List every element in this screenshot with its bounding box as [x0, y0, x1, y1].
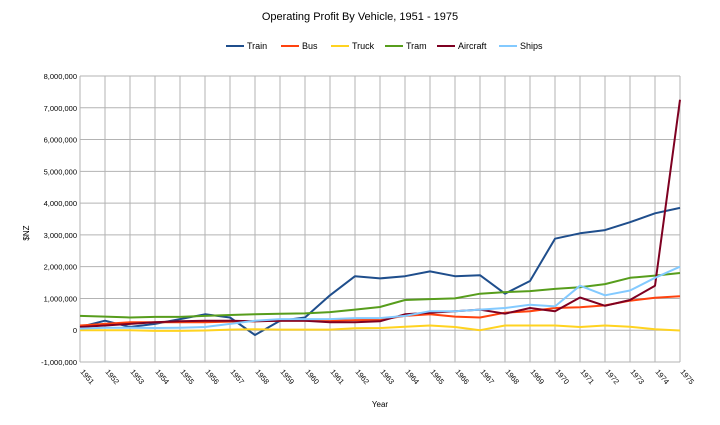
legend-item-ships: Ships [499, 41, 543, 51]
x-axis: 1951 1952 1953 1954 1955 1956 1957 1958 1959 1960… [78, 368, 696, 387]
y-axis: -1,000,000 0 1,000,000 2,000,000 3,000,000 4,… [41, 72, 77, 367]
legend: Train Bus Truck Tram Aircraft Ships [226, 41, 543, 51]
legend-item-aircraft: Aircraft [437, 41, 487, 51]
x-tick-label: 1972 [603, 368, 621, 387]
y-tick-label: 6,000,000 [44, 136, 77, 145]
y-tick-label: -1,000,000 [41, 358, 77, 367]
x-tick-label: 1965 [428, 368, 446, 387]
legend-label: Bus [302, 41, 318, 51]
y-tick-label: 2,000,000 [44, 263, 77, 272]
x-tick-label: 1954 [153, 368, 171, 387]
legend-label: Tram [406, 41, 427, 51]
legend-item-bus: Bus [281, 41, 318, 51]
x-axis-label: Year [372, 400, 389, 409]
x-tick-label: 1966 [453, 368, 471, 387]
x-tick-label: 1964 [403, 368, 421, 387]
x-tick-label: 1952 [103, 368, 121, 387]
x-tick-label: 1958 [253, 368, 271, 387]
series-line-tram [79, 272, 681, 319]
x-tick-label: 1955 [178, 368, 196, 387]
x-tick-label: 1963 [378, 368, 396, 387]
y-tick-label: 8,000,000 [44, 72, 77, 81]
legend-label: Ships [520, 41, 543, 51]
x-tick-label: 1970 [553, 368, 571, 387]
y-tick-label: 5,000,000 [44, 167, 77, 176]
x-tick-label: 1956 [203, 368, 221, 387]
series-line-ships [79, 265, 681, 330]
legend-label: Truck [352, 41, 375, 51]
x-tick-label: 1973 [628, 368, 646, 387]
x-tick-label: 1968 [503, 368, 521, 387]
x-tick-label: 1975 [678, 368, 696, 387]
x-tick-label: 1969 [528, 368, 546, 387]
x-tick-label: 1960 [303, 368, 321, 387]
legend-label: Aircraft [458, 41, 487, 51]
x-tick-label: 1951 [78, 368, 96, 387]
series-line-aircraft [79, 99, 681, 328]
y-tick-label: 4,000,000 [44, 199, 77, 208]
x-tick-label: 1959 [278, 368, 296, 387]
y-tick-label: 0 [73, 326, 77, 335]
y-axis-label: $NZ [22, 225, 31, 240]
y-tick-label: 7,000,000 [44, 104, 77, 113]
x-tick-label: 1971 [578, 368, 596, 387]
x-tick-label: 1953 [128, 368, 146, 387]
series-line-train [79, 206, 681, 336]
x-tick-label: 1961 [328, 368, 346, 387]
y-tick-label: 3,000,000 [44, 231, 77, 240]
legend-item-train: Train [226, 41, 267, 51]
legend-label: Train [247, 41, 267, 51]
series-line-truck [80, 324, 681, 332]
x-tick-label: 1962 [353, 368, 371, 387]
x-tick-label: 1974 [653, 368, 671, 387]
x-tick-label: 1957 [228, 368, 246, 387]
chart-title: Operating Profit By Vehicle, 1951 - 1975 [262, 11, 458, 23]
x-tick-label: 1967 [478, 368, 496, 387]
legend-item-truck: Truck [331, 41, 375, 51]
legend-item-tram: Tram [385, 41, 427, 51]
plot-lines [79, 99, 681, 336]
y-tick-label: 1,000,000 [44, 294, 77, 303]
